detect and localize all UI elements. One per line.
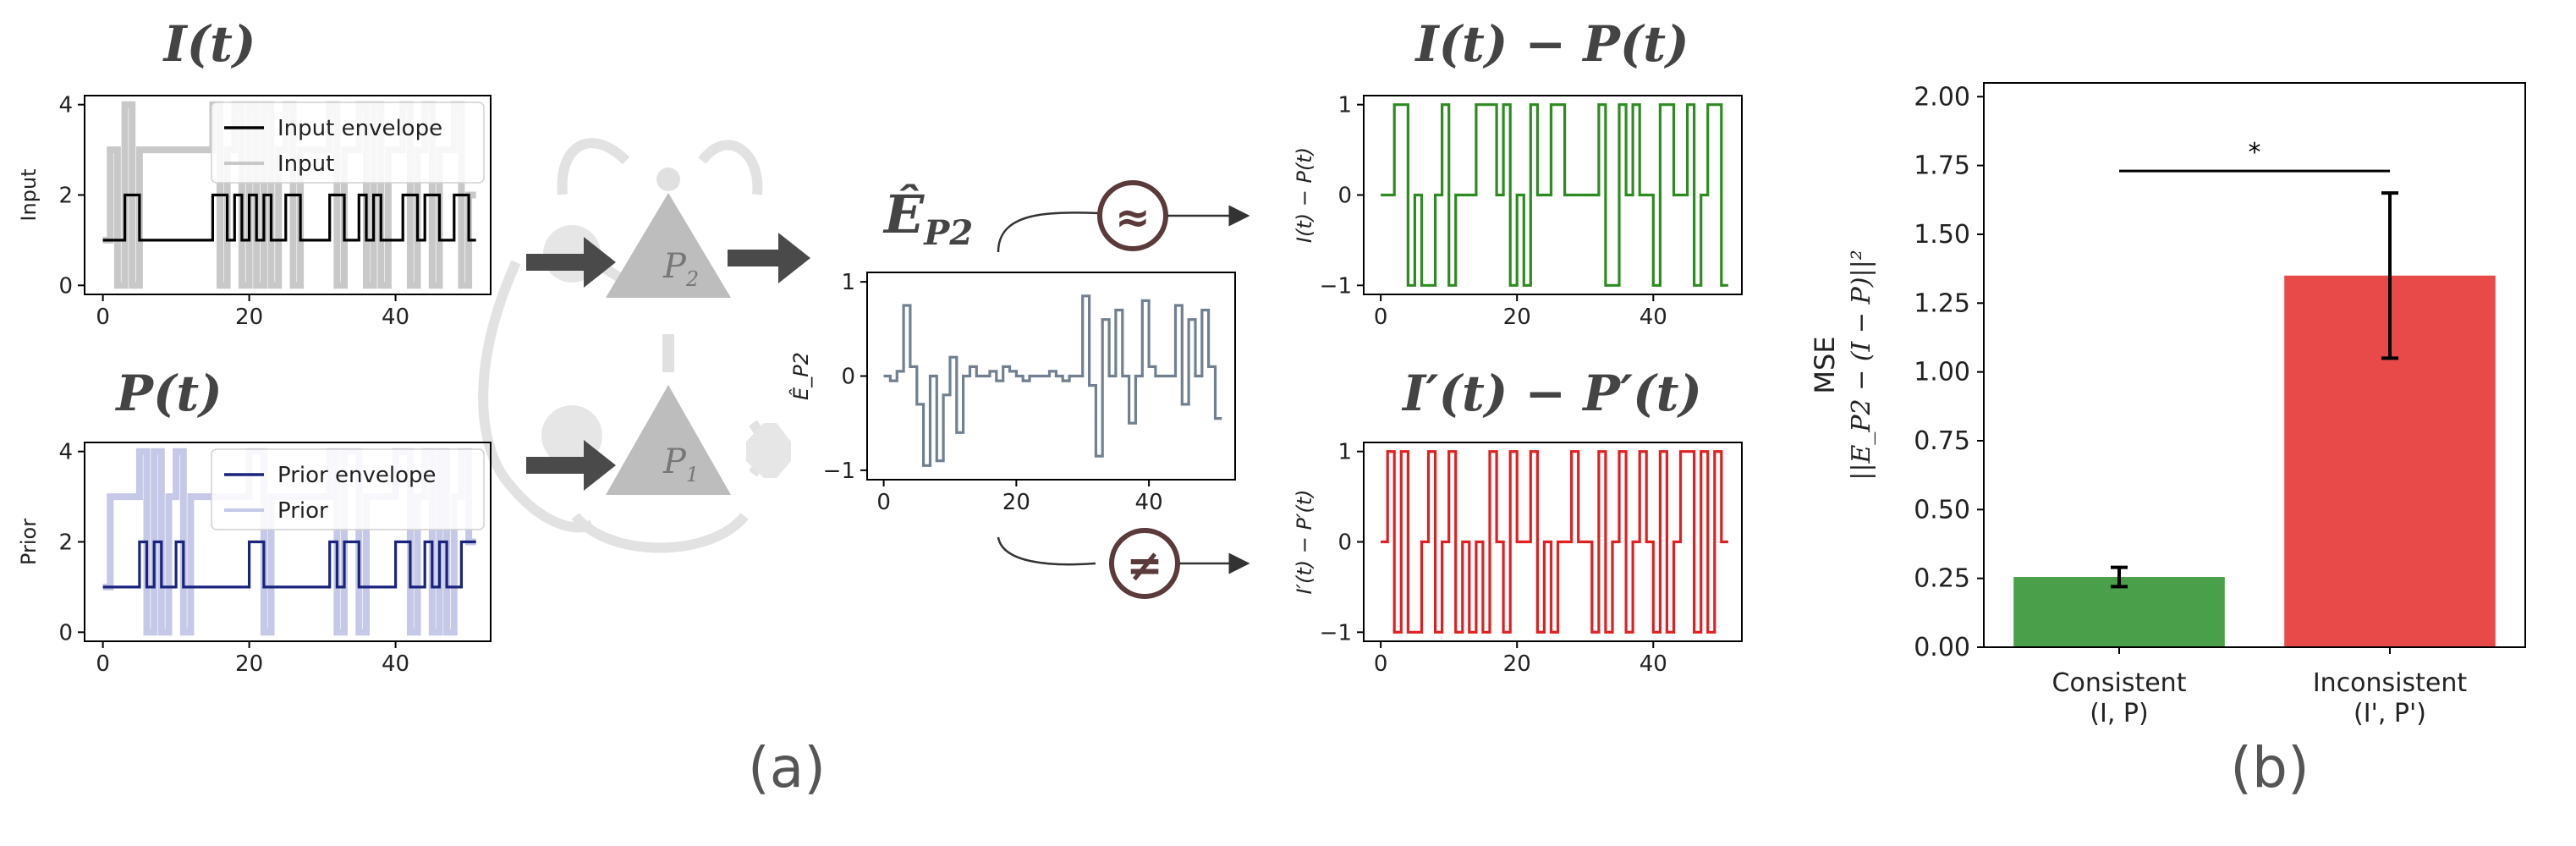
y-tick-label: 4 — [58, 440, 73, 465]
x-tick-label: Consistent — [2052, 668, 2187, 698]
x-tick-label: Inconsistent — [2313, 668, 2468, 698]
y-tick-label: 4 — [58, 93, 73, 118]
y-tick-label: 0 — [841, 365, 855, 390]
arrow-p2-to-error — [728, 233, 810, 283]
y-axis-label: I′(t) − P′(t) — [1293, 489, 1316, 594]
chart-title: I(t) — [162, 15, 256, 73]
approx-symbol: ≈ — [1115, 193, 1151, 242]
node-p2-triangle — [606, 193, 731, 298]
y-tick-label: 2 — [58, 184, 73, 209]
y-tick-label: 0 — [58, 620, 73, 645]
y-tick-label: 2 — [58, 530, 73, 556]
y-axis-label: Input — [17, 168, 41, 221]
x-tick-label: 0 — [1374, 651, 1388, 677]
legend-box — [211, 102, 485, 184]
node-p2-label: P2 — [662, 247, 699, 291]
x-tick-label: 0 — [96, 305, 110, 330]
y-tick-label: 1.25 — [1914, 288, 1970, 318]
x-tick-label: 20 — [1503, 651, 1531, 677]
legend-box — [211, 448, 485, 530]
legend-label: Prior — [277, 498, 328, 524]
y-tick-label: 0.00 — [1914, 633, 1970, 662]
y-axis-label: MSE — [1809, 336, 1841, 393]
y-tick-label: 0 — [1337, 184, 1352, 209]
chart-input: 0 20 40 0 2 4 Input I(t) Input envelope Input — [17, 15, 492, 330]
y-tick-label: 0.50 — [1914, 495, 1970, 525]
legend-label: Input envelope — [277, 116, 442, 141]
node-p1-label: P1 — [662, 442, 699, 486]
error-unit-octagon — [746, 423, 791, 478]
x-tick-label: 20 — [235, 305, 263, 330]
y-tick-label: −1 — [823, 459, 855, 484]
x-tick-label: 0 — [876, 490, 891, 515]
significance-label: * — [2249, 138, 2261, 168]
x-tick-label: 0 — [1374, 305, 1388, 330]
x-tick-label: 40 — [1640, 651, 1667, 677]
y-tick-label: 1 — [1337, 440, 1352, 465]
x-tick-label: (I, P) — [2090, 699, 2148, 728]
legend-label: Prior envelope — [277, 463, 436, 488]
chart-title: P(t) — [114, 365, 222, 422]
node-p1-triangle — [606, 385, 731, 495]
chart-title: I(t) − P(t) — [1414, 15, 1689, 73]
y-tick-label: 0 — [58, 273, 73, 299]
x-tick-label: 20 — [235, 651, 263, 677]
not-equal-icon — [1109, 528, 1180, 599]
x-tick-label: 40 — [1135, 490, 1163, 515]
x-tick-label: 40 — [382, 651, 409, 677]
series-line-input-0 — [102, 193, 476, 242]
panel-b-label: (b) — [2230, 735, 2309, 800]
y-tick-label: 1.00 — [1914, 358, 1970, 387]
chart-error: 0 20 40 −1 0 1 Ê_P2 — [788, 270, 1236, 515]
x-tick-label: 0 — [96, 651, 110, 677]
y-axis-label: I(t) − P(t) — [1293, 147, 1316, 243]
arrow-prior-to-p1 — [526, 440, 616, 491]
approx-icon — [1097, 180, 1168, 251]
y-tick-label: 0.75 — [1914, 426, 1970, 456]
y-tick-label: 1 — [841, 270, 855, 295]
y-axis-formula: ||E_P2 − (I − P)||² — [1847, 250, 1876, 481]
network-schematic: P2 P1 ÊP2 ≈ ≠ — [478, 138, 1250, 599]
x-tick-label: 40 — [382, 305, 409, 330]
y-tick-label: −1 — [1320, 273, 1352, 299]
panel-a-label: (a) — [748, 735, 826, 800]
y-axis-label: Prior — [17, 519, 41, 565]
bar — [2013, 577, 2225, 647]
y-tick-label: 1.75 — [1914, 151, 1970, 181]
x-tick-label: 40 — [1640, 305, 1667, 330]
legend-label: Input — [277, 151, 334, 177]
x-tick-label: 20 — [1002, 490, 1030, 515]
chart-consistent-diff: 0 20 40 −1 0 1 I(t) − P(t) I(t) − P(t) — [1293, 15, 1743, 330]
chart-prior: 0 20 40 0 2 4 Prior P(t) Prior envelope Prior — [17, 365, 492, 677]
chart-mse-bars: Consistent(I, P) Inconsistent(I', P') 0.00… — [1809, 82, 2526, 728]
y-tick-label: 1 — [1337, 93, 1352, 118]
chart-inconsistent-diff: 0 20 40 −1 0 1 I′(t) − P′(t) I′(t) − P′(t) — [1293, 365, 1743, 677]
not-equal-symbol: ≠ — [1126, 541, 1163, 591]
y-tick-label: 1.50 — [1914, 220, 1970, 250]
y-tick-label: 0 — [1337, 530, 1352, 556]
series-line-consistent-diff-0 — [1381, 103, 1728, 287]
x-tick-label: (I', P') — [2354, 699, 2426, 728]
y-tick-label: 2.00 — [1914, 82, 1970, 112]
x-tick-label: 20 — [1503, 305, 1531, 330]
arrow-input-to-p2 — [526, 237, 616, 288]
chart-title: I′(t) − P′(t) — [1401, 365, 1702, 422]
error-title: ÊP2 — [882, 184, 973, 253]
series-line-error-0 — [883, 294, 1222, 467]
y-tick-label: 0.25 — [1914, 564, 1970, 594]
y-tick-label: −1 — [1320, 620, 1352, 645]
series-line-prior-0 — [102, 540, 476, 589]
plot-frame — [1983, 82, 2526, 648]
series-line-inconsistent-diff-0 — [1381, 450, 1728, 634]
y-axis-label: Ê_P2 — [788, 352, 813, 400]
